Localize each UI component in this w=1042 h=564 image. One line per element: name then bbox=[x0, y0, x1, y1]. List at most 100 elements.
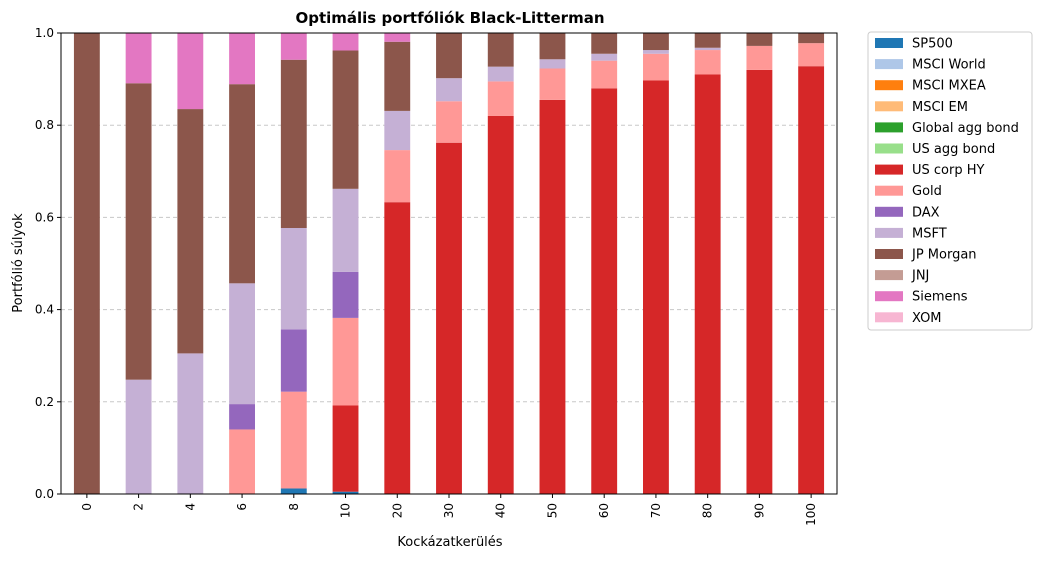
bar-segment-jp-morgan bbox=[643, 33, 669, 51]
legend-swatch bbox=[875, 101, 903, 112]
legend-swatch bbox=[875, 59, 903, 70]
x-axis-label: Kockázatkerülés bbox=[397, 535, 502, 550]
bar-segment-msft bbox=[643, 50, 669, 54]
x-tick-label: 8 bbox=[287, 503, 301, 511]
bar-segment-msft bbox=[125, 379, 152, 494]
legend-label: Global agg bond bbox=[912, 121, 1019, 136]
chart-title: Optimális portfóliók Black-Litterman bbox=[295, 9, 604, 27]
bar-segment-gold bbox=[746, 45, 773, 70]
bar-segment-jp-morgan bbox=[798, 33, 825, 44]
bar-segment-gold bbox=[384, 150, 411, 203]
x-tick-label: 20 bbox=[390, 503, 404, 518]
bar-segment-us-corp-hy bbox=[746, 69, 773, 494]
y-axis-label: Portfólió súlyok bbox=[11, 213, 26, 313]
legend-label: JNJ bbox=[911, 269, 929, 284]
bar-segment-jp-morgan bbox=[487, 33, 514, 67]
x-tick-label: 30 bbox=[442, 503, 456, 518]
bar-segment-jp-morgan bbox=[125, 83, 152, 380]
legend-label: XOM bbox=[912, 311, 942, 326]
bar-segment-gold bbox=[694, 50, 721, 75]
bar-segment-gold bbox=[798, 43, 825, 67]
bar-segment-msft bbox=[487, 66, 514, 82]
legend-label: MSCI World bbox=[912, 58, 986, 73]
bar-segment-msft bbox=[229, 283, 255, 405]
bar-segment-us-corp-hy bbox=[539, 99, 566, 494]
bar-segment-gold bbox=[643, 53, 669, 81]
bar-segment-gold bbox=[280, 391, 307, 489]
bar-segment-siemens bbox=[229, 33, 255, 85]
legend-label: MSFT bbox=[912, 226, 947, 241]
bar-segment-msft bbox=[384, 110, 411, 151]
legend-label: Siemens bbox=[912, 290, 968, 305]
bar-segment-gold bbox=[332, 317, 359, 406]
x-tick-label: 50 bbox=[545, 503, 559, 518]
legend-swatch bbox=[875, 80, 903, 91]
x-tick-label: 70 bbox=[649, 503, 663, 518]
x-tick-label: 2 bbox=[132, 503, 146, 511]
bar-segment-us-corp-hy bbox=[643, 80, 669, 494]
legend-swatch bbox=[875, 291, 903, 302]
x-tick-label: 4 bbox=[183, 503, 197, 511]
bars bbox=[73, 33, 825, 495]
bar-segment-dax bbox=[280, 329, 307, 392]
x-axis-ticks: 0 2 4 6 8 10 20 30 40 50 60 70 80 90 100 bbox=[80, 494, 818, 526]
bar-segment-us-corp-hy bbox=[694, 74, 721, 495]
bar-segment-gold bbox=[487, 81, 514, 116]
bar-segment-jp-morgan bbox=[229, 84, 255, 284]
legend-label: DAX bbox=[912, 205, 940, 220]
legend-swatch bbox=[875, 38, 903, 48]
legend-swatch bbox=[875, 206, 903, 217]
bar-segment-jp-morgan bbox=[436, 33, 462, 79]
legend-label: JP Morgan bbox=[911, 248, 977, 263]
legend-swatch bbox=[875, 122, 903, 133]
x-tick-label: 6 bbox=[235, 503, 249, 511]
bar-segment-msft bbox=[280, 228, 307, 330]
legend-swatch bbox=[875, 312, 903, 323]
bar-segment-siemens bbox=[332, 33, 359, 51]
bar-segment-jp-morgan bbox=[591, 33, 618, 54]
legend-label: MSCI MXEA bbox=[912, 79, 986, 94]
x-tick-label: 10 bbox=[339, 503, 353, 518]
bar-segment-us-corp-hy bbox=[436, 142, 462, 494]
bar-segment-siemens bbox=[280, 33, 307, 60]
y-tick-label: 0.8 bbox=[35, 118, 54, 132]
legend-swatch bbox=[875, 227, 903, 238]
legend-swatch bbox=[875, 143, 903, 154]
bar-segment-siemens bbox=[384, 33, 411, 42]
bar-segment-us-corp-hy bbox=[332, 405, 359, 492]
bar-segment-sp500 bbox=[332, 491, 359, 494]
bar-segment-us-corp-hy bbox=[487, 115, 514, 494]
y-tick-label: 0.6 bbox=[35, 210, 54, 224]
legend-label: SP500 bbox=[912, 37, 953, 52]
bar-segment-us-corp-hy bbox=[798, 66, 825, 494]
bar-segment-us-corp-hy bbox=[591, 88, 618, 494]
x-tick-label: 60 bbox=[597, 503, 611, 518]
bar-segment-msft bbox=[694, 47, 721, 51]
legend-swatch bbox=[875, 185, 903, 196]
bar-segment-gold bbox=[591, 60, 618, 89]
bar-segment-msft bbox=[539, 59, 566, 69]
bar-segment-msft bbox=[591, 53, 618, 61]
bar-segment-gold bbox=[229, 429, 255, 494]
legend-label: MSCI EM bbox=[912, 100, 968, 115]
y-tick-label: 0.4 bbox=[35, 303, 54, 317]
bar-segment-dax bbox=[229, 404, 255, 430]
bar-segment-msft bbox=[436, 78, 462, 102]
legend-swatch bbox=[875, 270, 903, 281]
bar-segment-jp-morgan bbox=[177, 109, 204, 354]
bar-segment-jp-morgan bbox=[280, 59, 307, 229]
legend-label: US corp HY bbox=[912, 163, 985, 178]
y-tick-label: 0.2 bbox=[35, 395, 54, 409]
bar-segment-gold bbox=[539, 68, 566, 100]
bar-segment-jp-morgan bbox=[694, 33, 721, 48]
bar-segment-siemens bbox=[125, 33, 152, 84]
legend-label: Gold bbox=[912, 184, 942, 199]
legend: SP500 MSCI World MSCI MXEA MSCI EM Global ag… bbox=[867, 31, 1033, 331]
bar-segment-jp-morgan bbox=[332, 50, 359, 189]
legend-frame bbox=[867, 31, 1033, 331]
y-tick-label: 0.0 bbox=[35, 487, 54, 501]
x-tick-label: 100 bbox=[804, 503, 818, 526]
bar-segment-sp500 bbox=[280, 488, 307, 494]
